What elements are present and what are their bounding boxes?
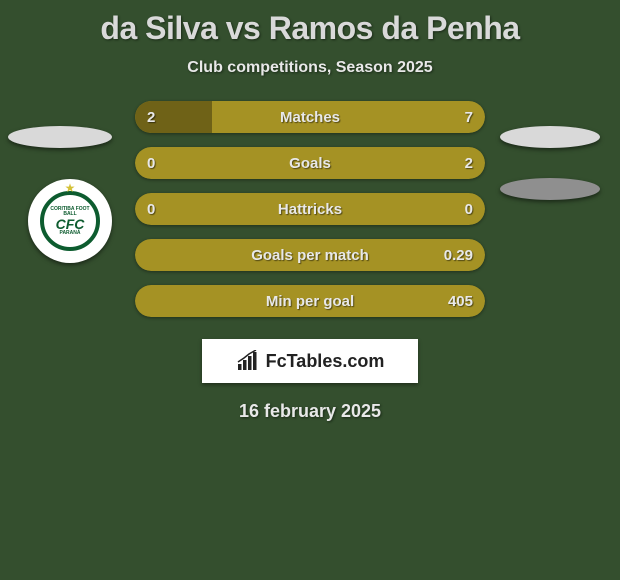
stat-row: Min per goal405 xyxy=(135,285,485,317)
stat-right-value: 2 xyxy=(465,155,473,172)
page-subtitle: Club competitions, Season 2025 xyxy=(0,59,620,77)
stat-label: Min per goal xyxy=(135,293,485,310)
stat-row: 0Goals2 xyxy=(135,147,485,179)
stat-row: 0Hattricks0 xyxy=(135,193,485,225)
club-badge-abbrev: CFC xyxy=(56,217,85,231)
stat-label: Matches xyxy=(135,109,485,126)
brand-box[interactable]: FcTables.com xyxy=(202,339,418,383)
player-left-head-ellipse xyxy=(8,126,112,148)
player-right-head-ellipse xyxy=(500,126,600,148)
stat-right-value: 405 xyxy=(448,293,473,310)
bar-chart-icon xyxy=(236,350,262,372)
stat-right-value: 7 xyxy=(465,109,473,126)
stat-label: Goals xyxy=(135,155,485,172)
stat-right-value: 0 xyxy=(465,201,473,218)
stat-label: Goals per match xyxy=(135,247,485,264)
date-label: 16 february 2025 xyxy=(0,401,620,422)
player-right-body-ellipse xyxy=(500,178,600,200)
club-badge-top-text: CORITIBA FOOT BALL xyxy=(44,207,96,217)
club-badge: ★ CORITIBA FOOT BALL CFC PARANÁ xyxy=(28,179,112,263)
star-icon: ★ xyxy=(65,181,76,195)
stat-row: Goals per match0.29 xyxy=(135,239,485,271)
stat-label: Hattricks xyxy=(135,201,485,218)
brand-text: FcTables.com xyxy=(266,351,385,372)
stat-right-value: 0.29 xyxy=(444,247,473,264)
club-badge-bottom-text: PARANÁ xyxy=(59,231,80,236)
stat-row: 2Matches7 xyxy=(135,101,485,133)
page-title: da Silva vs Ramos da Penha xyxy=(0,0,620,47)
club-badge-inner: ★ CORITIBA FOOT BALL CFC PARANÁ xyxy=(40,191,100,251)
